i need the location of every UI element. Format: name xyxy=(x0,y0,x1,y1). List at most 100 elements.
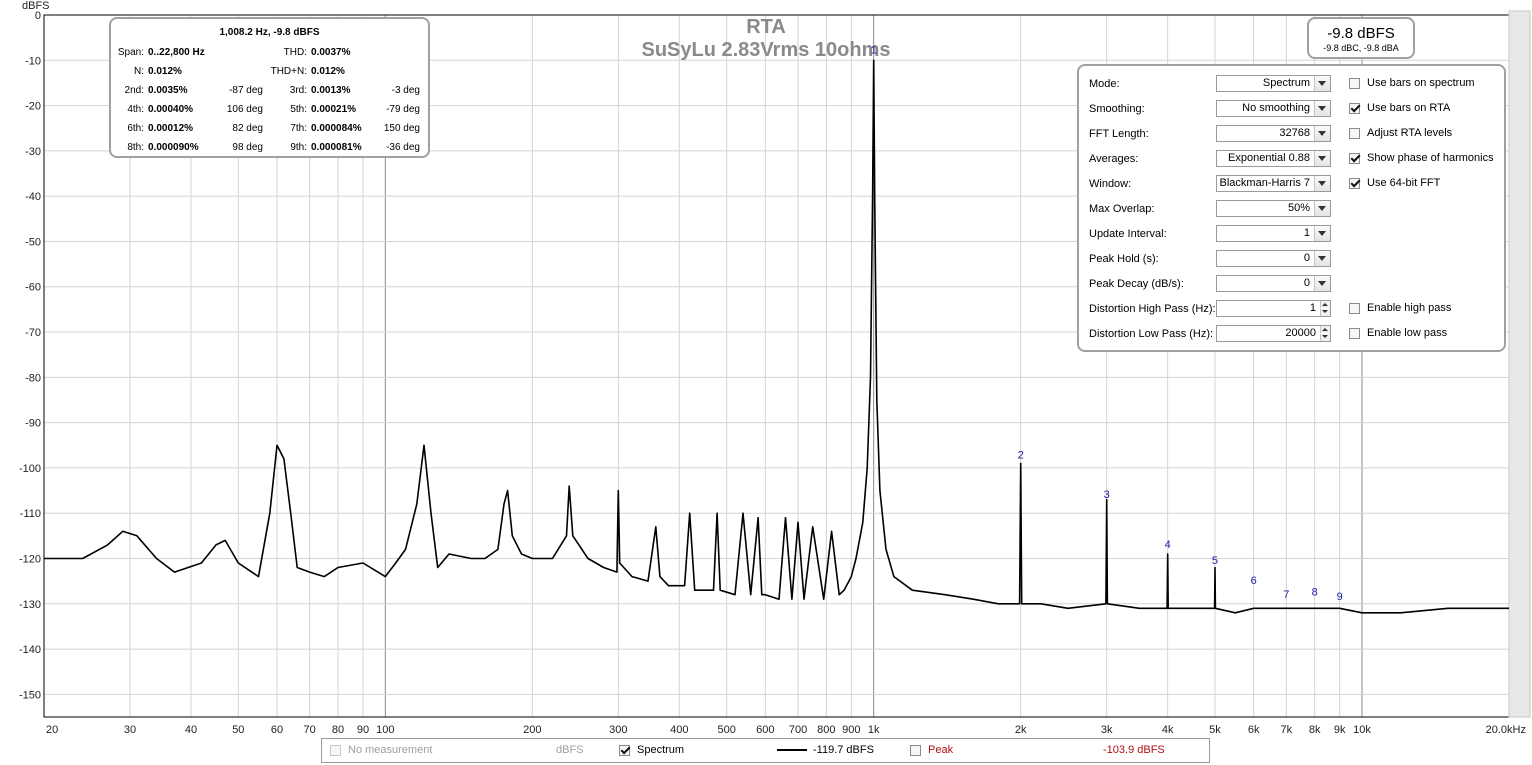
spin-down-icon[interactable] xyxy=(1320,334,1330,341)
show-phase-of-harmonics-checkbox[interactable]: Show phase of harmonics xyxy=(1349,152,1494,164)
y-tick-label: -80 xyxy=(25,372,41,384)
checkbox-box[interactable] xyxy=(1349,327,1360,339)
enable-high-pass-checkbox[interactable]: Enable high pass xyxy=(1349,302,1451,314)
spin-down-icon[interactable] xyxy=(1320,309,1330,316)
checkbox-label: Adjust RTA levels xyxy=(1367,127,1453,139)
checkbox-label: Use bars on spectrum xyxy=(1367,77,1475,89)
chevron-down-icon[interactable] xyxy=(1314,126,1330,141)
spin-up-icon[interactable] xyxy=(1320,326,1330,333)
checkbox-label: Enable low pass xyxy=(1367,327,1448,339)
smoothing-label: Smoothing: xyxy=(1089,103,1145,115)
peak-decay-select[interactable]: 0 xyxy=(1216,275,1331,292)
checkbox-box[interactable] xyxy=(1349,77,1360,89)
harmonic-phase: 106 deg xyxy=(226,104,263,115)
use-bars-on-rta-checkbox[interactable]: Use bars on RTA xyxy=(1349,102,1450,114)
legend-bar: No measurement dBFS Spectrum -119.7 dBFS… xyxy=(321,738,1210,763)
use-bars-on-spectrum-checkbox[interactable]: Use bars on spectrum xyxy=(1349,77,1475,89)
chevron-down-icon[interactable] xyxy=(1314,251,1330,266)
distortion-low-pass-spinner[interactable]: 20000 xyxy=(1216,325,1331,342)
chevron-down-icon[interactable] xyxy=(1314,101,1330,116)
y-tick-label: -140 xyxy=(19,644,41,656)
harmonic-label: 7th: xyxy=(290,123,307,134)
max-overlap-value: 50% xyxy=(1287,202,1310,214)
distortion-high-pass-spinner[interactable]: 1 xyxy=(1216,300,1331,317)
enable-low-pass-checkbox[interactable]: Enable low pass xyxy=(1349,327,1447,339)
harmonic-marker: 3 xyxy=(1104,489,1110,501)
checkbox-box[interactable] xyxy=(330,744,341,756)
y-tick-label: -100 xyxy=(19,463,41,475)
span-value: 0..22,800 Hz xyxy=(148,47,205,58)
fft-length-select[interactable]: 32768 xyxy=(1216,125,1331,142)
x-tick-label: 700 xyxy=(789,724,807,736)
distortion-header: 1,008.2 Hz, -9.8 dBFS xyxy=(219,27,320,38)
x-tick-label: 100 xyxy=(376,724,394,736)
harmonic-phase: 98 deg xyxy=(232,142,263,153)
harmonic-marker: 6 xyxy=(1251,575,1257,587)
x-tick-label: 50 xyxy=(232,724,244,736)
adjust-rta-levels-checkbox[interactable]: Adjust RTA levels xyxy=(1349,127,1452,139)
spectrum-label: Spectrum xyxy=(637,744,685,756)
y-tick-label: 0 xyxy=(35,10,41,22)
spin-up-icon[interactable] xyxy=(1320,301,1330,308)
checkbox-box[interactable] xyxy=(1349,127,1360,139)
x-tick-label: 20.0kHz xyxy=(1486,724,1526,736)
checkbox-box[interactable] xyxy=(619,744,630,756)
update-interval-label: Update Interval: xyxy=(1089,228,1167,240)
chevron-down-icon[interactable] xyxy=(1314,151,1330,166)
spectrum-value-item: -119.7 dBFS xyxy=(777,744,874,756)
window-select[interactable]: Blackman-Harris 7 xyxy=(1216,175,1331,192)
chart-subtitle: SuSyLu 2.83Vrms 10ohms xyxy=(641,39,890,61)
checkbox-box[interactable] xyxy=(910,744,921,756)
y-tick-label: -90 xyxy=(25,418,41,430)
peak-hold-select[interactable]: 0 xyxy=(1216,250,1331,267)
averages-select[interactable]: Exponential 0.88 xyxy=(1216,150,1331,167)
chevron-down-icon[interactable] xyxy=(1314,201,1330,216)
checkbox-box[interactable] xyxy=(1349,302,1360,314)
harmonic-label: 3rd: xyxy=(289,85,307,96)
y-tick-label: -10 xyxy=(25,55,41,67)
y-tick-label: -120 xyxy=(19,553,41,565)
x-tick-label: 9k xyxy=(1334,724,1346,736)
peak-decay-value: 0 xyxy=(1303,277,1310,289)
harmonic-marker: 9 xyxy=(1337,591,1343,603)
checkbox-box[interactable] xyxy=(1349,102,1360,114)
harmonic-marker: 5 xyxy=(1212,555,1218,567)
mode-select[interactable]: Spectrum xyxy=(1216,75,1331,92)
update-interval-select[interactable]: 1 xyxy=(1216,225,1331,242)
harmonic-phase: -79 deg xyxy=(386,104,420,115)
max-overlap-select[interactable]: 50% xyxy=(1216,200,1331,217)
chevron-down-icon[interactable] xyxy=(1314,176,1330,191)
harmonic-marker: 2 xyxy=(1018,450,1024,462)
harmonic-label: 4th: xyxy=(127,104,144,115)
chevron-down-icon[interactable] xyxy=(1314,76,1330,91)
y-tick-label: -20 xyxy=(25,101,41,113)
x-tick-label: 300 xyxy=(609,724,627,736)
peak-label: Peak xyxy=(928,744,954,756)
window-value: Blackman-Harris 7 xyxy=(1219,177,1310,189)
x-tick-label: 40 xyxy=(185,724,197,736)
checkbox-box[interactable] xyxy=(1349,177,1360,189)
averages-value: Exponential 0.88 xyxy=(1228,152,1310,164)
no-measurement-item[interactable]: No measurement xyxy=(330,744,432,756)
smoothing-select[interactable]: No smoothing xyxy=(1216,100,1331,117)
y-tick-label: -40 xyxy=(25,191,41,203)
distortion-low-pass-label: Distortion Low Pass (Hz): xyxy=(1089,328,1214,340)
x-tick-label: 7k xyxy=(1281,724,1293,736)
smoothing-value: No smoothing xyxy=(1242,102,1310,114)
spectrum-item[interactable]: Spectrum xyxy=(619,744,684,756)
x-tick-label: 600 xyxy=(756,724,774,736)
harmonic-phase: -87 deg xyxy=(229,85,263,96)
peak-item[interactable]: Peak xyxy=(910,744,953,756)
use-64-bit-fft-checkbox[interactable]: Use 64-bit FFT xyxy=(1349,177,1440,189)
checkbox-label: Use 64-bit FFT xyxy=(1367,177,1441,189)
harmonic-value: 0.000081% xyxy=(311,142,362,153)
checkbox-box[interactable] xyxy=(1349,152,1360,164)
x-tick-label: 70 xyxy=(304,724,316,736)
peak-value: -103.9 dBFS xyxy=(1103,744,1165,756)
thdn-value: 0.012% xyxy=(311,66,345,77)
chevron-down-icon[interactable] xyxy=(1314,276,1330,291)
chevron-down-icon[interactable] xyxy=(1314,226,1330,241)
harmonic-value: 0.0035% xyxy=(148,85,188,96)
level-weighted-values: -9.8 dBC, -9.8 dBA xyxy=(1323,43,1399,53)
peak-decay-label: Peak Decay (dB/s): xyxy=(1089,278,1184,290)
